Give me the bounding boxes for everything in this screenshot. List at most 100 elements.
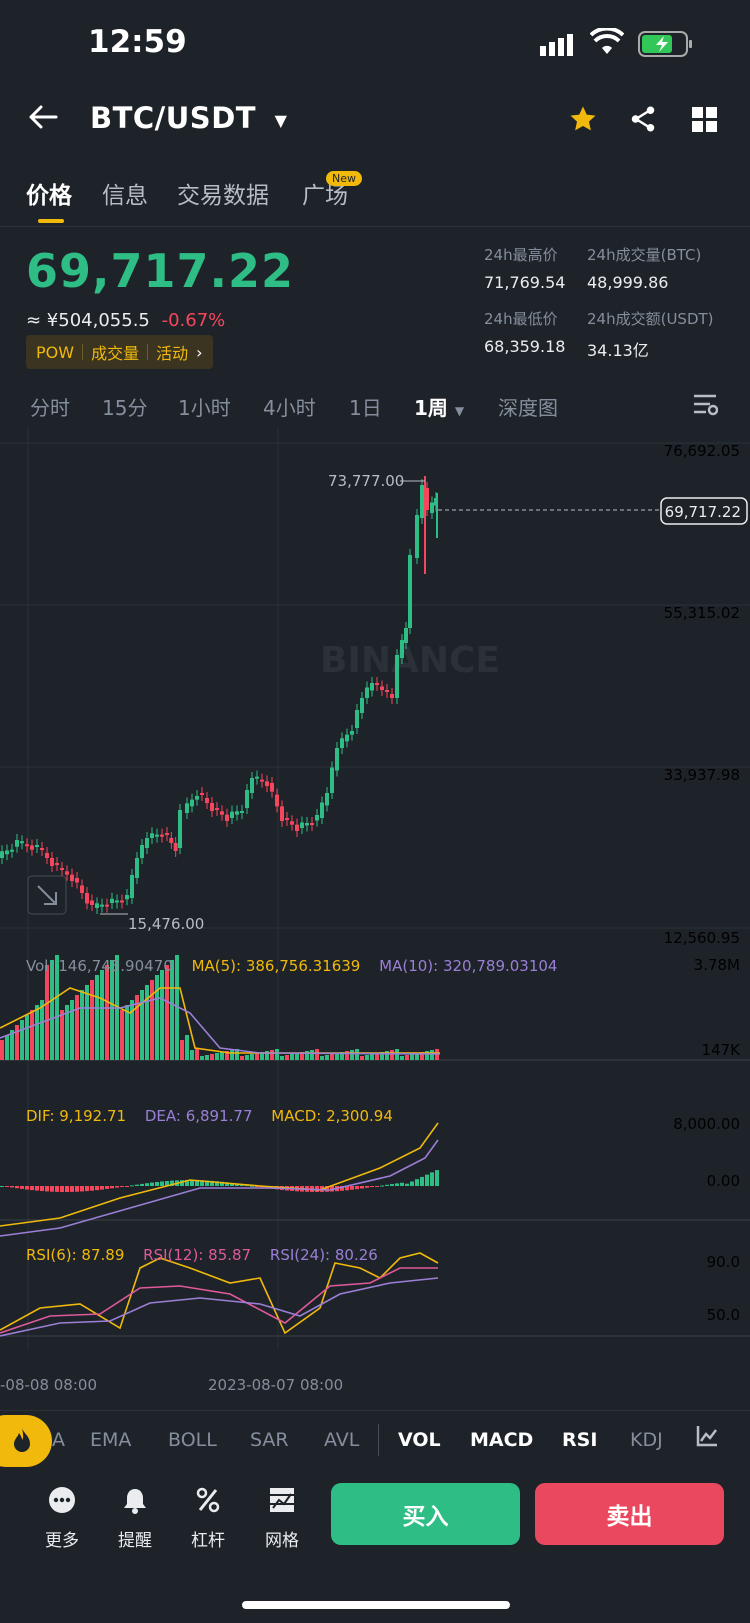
layout-grid-icon[interactable]	[692, 107, 718, 137]
indicator-ma[interactable]: A	[52, 1429, 65, 1451]
y-axis-label: 33,937.98	[664, 766, 740, 784]
pair-selector[interactable]: BTC/USDT ▼	[90, 101, 287, 135]
volume-bar	[165, 965, 169, 1060]
alert-button[interactable]: 提醒	[105, 1486, 165, 1551]
percent-icon	[196, 1487, 220, 1513]
leverage-button[interactable]: 杠杆	[178, 1486, 238, 1551]
volume-bar	[130, 1000, 134, 1060]
macd-bar	[415, 1179, 419, 1186]
share-icon[interactable]	[628, 104, 658, 138]
candle-body	[80, 885, 84, 893]
volume-bar	[290, 1054, 294, 1060]
volume-bar	[320, 1056, 324, 1060]
macd-bar	[80, 1186, 84, 1192]
volume-bar	[75, 995, 79, 1060]
interval-1w-label: 1周	[414, 396, 448, 420]
volume-bar	[315, 1049, 319, 1060]
macd-bar	[65, 1186, 69, 1192]
back-arrow-icon[interactable]	[28, 104, 58, 134]
tag-chip[interactable]: POW 成交量 活动 ›	[26, 335, 213, 369]
candle-body	[130, 875, 134, 898]
interval-depth[interactable]: 深度图	[498, 396, 558, 420]
volume-bar	[35, 1005, 39, 1060]
volume-bar	[380, 1052, 384, 1060]
indicator-rsi[interactable]: RSI	[562, 1429, 598, 1451]
volume-bar	[50, 960, 54, 1060]
vol-axis-top: 3.78M	[694, 956, 740, 974]
macd-bar	[195, 1180, 199, 1186]
volume-bar	[40, 1000, 44, 1060]
sell-button[interactable]: 卖出	[535, 1483, 724, 1545]
y-axis-label: 76,692.05	[664, 442, 740, 460]
rsi-axis-50: 50.0	[707, 1306, 740, 1324]
more-button[interactable]: 更多	[32, 1486, 92, 1551]
tab-price[interactable]: 价格	[26, 183, 72, 209]
wifi-icon	[589, 26, 625, 60]
tab-info[interactable]: 信息	[102, 183, 148, 209]
indicator-boll[interactable]: BOLL	[168, 1429, 217, 1451]
indicator-avl[interactable]: AVL	[324, 1429, 360, 1451]
vol-legend-ma5: MA(5): 386,756.31639	[191, 957, 361, 975]
volume-bar	[160, 970, 164, 1060]
volume-bar	[5, 1035, 9, 1060]
candle-body	[40, 848, 44, 850]
volume-bar	[25, 1015, 29, 1060]
chart-settings-icon[interactable]	[692, 392, 719, 420]
indicator-macd[interactable]: MACD	[470, 1429, 534, 1451]
volume-bar	[125, 1005, 129, 1060]
volume-bar	[180, 1040, 184, 1060]
candle-body	[430, 502, 434, 513]
macd-bar	[160, 1181, 164, 1186]
candle-body	[400, 640, 404, 658]
macd-bar	[165, 1181, 169, 1186]
chip-pow: POW	[36, 342, 75, 362]
grid-button[interactable]: 网格	[252, 1486, 312, 1551]
interval-1d[interactable]: 1日	[349, 396, 382, 420]
interval-4h[interactable]: 4小时	[263, 396, 316, 420]
interval-15m[interactable]: 15分	[102, 396, 148, 420]
macd-bar	[225, 1182, 229, 1186]
interval-timeline[interactable]: 分时	[30, 396, 70, 420]
candle-body	[335, 748, 339, 771]
macd-legend-macd: MACD: 2,300.94	[271, 1107, 393, 1125]
macd-bar	[150, 1182, 154, 1186]
interval-1h[interactable]: 1小时	[178, 396, 231, 420]
indicator-vol[interactable]: VOL	[398, 1429, 441, 1451]
buy-button[interactable]: 买入	[331, 1483, 520, 1545]
volume-bar	[250, 1054, 254, 1060]
star-icon[interactable]	[568, 104, 598, 138]
candle-body	[173, 843, 178, 851]
volume-bar	[265, 1051, 269, 1060]
macd-bar	[25, 1186, 29, 1190]
candle-body	[185, 803, 189, 813]
indicator-ema[interactable]: EMA	[90, 1429, 132, 1451]
tab-trading-data[interactable]: 交易数据	[177, 183, 269, 209]
candle-body	[25, 844, 29, 847]
macd-bar	[340, 1186, 344, 1191]
grid-trading-icon	[270, 1488, 294, 1512]
candle-body	[300, 822, 304, 828]
indicator-divider	[378, 1424, 379, 1456]
kline-chart[interactable]: BINANCE 76,692.05 55,315.02 33,937.98 12…	[0, 428, 750, 1408]
candle-body	[260, 779, 264, 782]
candle-body	[155, 834, 159, 837]
rsi12-line	[0, 1267, 438, 1334]
macd-bar	[105, 1186, 109, 1189]
macd-legend: DIF: 9,192.71 DEA: 6,891.77 MACD: 2,300.…	[26, 1107, 393, 1125]
interval-1w[interactable]: 1周 ▼	[414, 392, 464, 421]
volume-bar	[305, 1051, 309, 1060]
indicator-sar[interactable]: SAR	[250, 1429, 289, 1451]
candle-body	[270, 783, 274, 792]
collapse-arrow-icon[interactable]	[27, 875, 67, 915]
macd-bar	[155, 1181, 159, 1186]
indicator-kdj[interactable]: KDJ	[630, 1429, 662, 1451]
candle-body	[350, 731, 354, 735]
volume-bar	[410, 1054, 414, 1060]
volume-bar	[325, 1055, 329, 1060]
volume-bar	[375, 1053, 379, 1060]
tab-square[interactable]: 广场	[302, 183, 348, 209]
vol-axis-bottom: 147K	[702, 1041, 742, 1059]
indicator-settings-icon[interactable]	[695, 1424, 719, 1452]
candle-body	[45, 853, 49, 858]
volume-bar	[285, 1055, 289, 1060]
